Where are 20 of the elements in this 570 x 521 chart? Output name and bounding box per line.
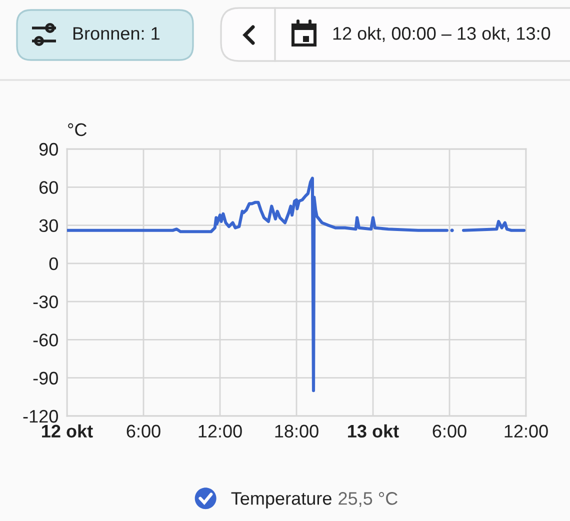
text: 12 okt, 00:00 – 13 okt, 13:0 [333,26,550,42]
x-tick-label: 13 okt [348,424,399,438]
y-axis-title: °C [68,123,87,136]
x-tick-label: 6:00 [432,424,466,438]
y-tick-label: -60 [33,334,58,346]
y-tick-label: -30 [33,296,58,308]
text: Bronnen: 1 [73,27,160,40]
y-tick-label: -90 [33,372,58,385]
x-tick-label: 12:00 [504,424,548,438]
x-tick-label: 12 okt [42,424,93,438]
y-tick-label: 0 [49,257,58,270]
x-tick-label: 18:00 [275,424,318,438]
text: 25,5 °C [338,492,398,507]
y-tick-label: 60 [40,181,58,194]
x-tick-label: 12:00 [198,424,242,438]
y-tick-label: -120 [23,410,58,423]
x-tick-label: 6:00 [126,424,160,438]
y-tick-label: 30 [39,219,58,232]
y-tick-label: 90 [39,142,58,156]
legend-label: Temperature [231,492,332,508]
